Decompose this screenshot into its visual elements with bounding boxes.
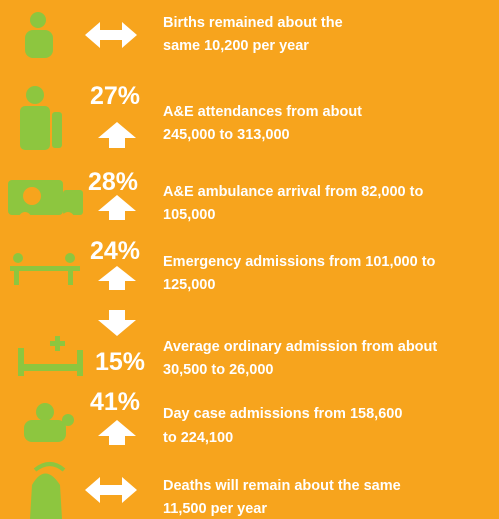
ambulance-icon xyxy=(8,180,83,224)
stretcher-icon xyxy=(10,253,80,285)
up-arrow xyxy=(98,266,136,290)
description: Day case admissions from 158,600 xyxy=(163,406,402,422)
down-arrow xyxy=(98,310,136,336)
double-arrow xyxy=(85,22,137,48)
reaper-icon xyxy=(30,462,66,519)
double-arrow xyxy=(85,477,137,503)
percent: 41% xyxy=(90,388,140,416)
description: 11,500 per year xyxy=(163,501,267,517)
description: same 10,200 per year xyxy=(163,38,309,54)
percent: 15% xyxy=(95,348,145,376)
percent: 27% xyxy=(90,82,140,110)
description: 245,000 to 313,000 xyxy=(163,127,290,143)
description: A&E ambulance arrival from 82,000 to xyxy=(163,184,423,200)
percent: 24% xyxy=(90,237,140,265)
description: Emergency admissions from 101,000 to xyxy=(163,254,436,270)
description: Deaths will remain about the same xyxy=(163,478,401,494)
up-arrow xyxy=(98,420,136,445)
person-icon xyxy=(20,86,62,150)
description: 125,000 xyxy=(163,277,215,293)
daycase-icon xyxy=(24,403,74,442)
up-arrow xyxy=(98,195,136,220)
description: Births remained about the xyxy=(163,15,343,31)
percent: 28% xyxy=(88,168,138,196)
description: 105,000 xyxy=(163,207,215,223)
description: A&E attendances from about xyxy=(163,104,362,120)
description: Average ordinary admission from about xyxy=(163,339,437,355)
description: to 224,100 xyxy=(163,430,233,446)
description: 30,500 to 26,000 xyxy=(163,362,273,378)
baby-icon xyxy=(25,12,53,58)
up-arrow xyxy=(98,122,136,148)
bed-icon xyxy=(18,336,83,376)
